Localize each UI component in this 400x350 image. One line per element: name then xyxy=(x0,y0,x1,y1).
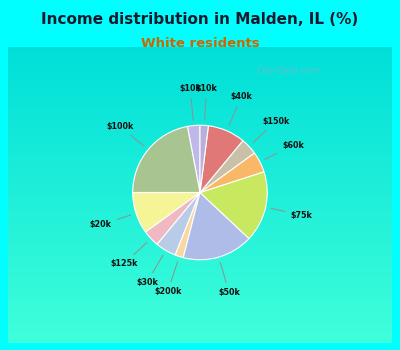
Text: $150k: $150k xyxy=(253,117,290,143)
Wedge shape xyxy=(200,126,243,192)
Text: $125k: $125k xyxy=(110,242,147,268)
Wedge shape xyxy=(133,193,200,232)
Wedge shape xyxy=(146,193,200,244)
Wedge shape xyxy=(200,125,208,192)
Wedge shape xyxy=(200,172,267,239)
Text: $100k: $100k xyxy=(106,121,144,146)
Text: $20k: $20k xyxy=(90,215,131,229)
Wedge shape xyxy=(183,193,249,260)
Text: $40k: $40k xyxy=(229,92,252,126)
Text: $10k: $10k xyxy=(179,84,201,120)
Text: $200k: $200k xyxy=(154,262,182,296)
Wedge shape xyxy=(200,153,264,192)
Wedge shape xyxy=(187,125,200,192)
Text: City-Data.com: City-Data.com xyxy=(256,66,320,76)
Text: $50k: $50k xyxy=(218,262,240,297)
Text: Income distribution in Malden, IL (%): Income distribution in Malden, IL (%) xyxy=(41,12,359,27)
Text: $60k: $60k xyxy=(265,141,304,160)
Wedge shape xyxy=(175,193,200,258)
Text: $30k: $30k xyxy=(136,255,163,287)
Wedge shape xyxy=(200,141,254,193)
Wedge shape xyxy=(157,193,200,255)
Text: $75k: $75k xyxy=(271,208,313,220)
Wedge shape xyxy=(133,126,200,192)
Text: $10k: $10k xyxy=(196,84,218,120)
Text: White residents: White residents xyxy=(141,37,259,50)
